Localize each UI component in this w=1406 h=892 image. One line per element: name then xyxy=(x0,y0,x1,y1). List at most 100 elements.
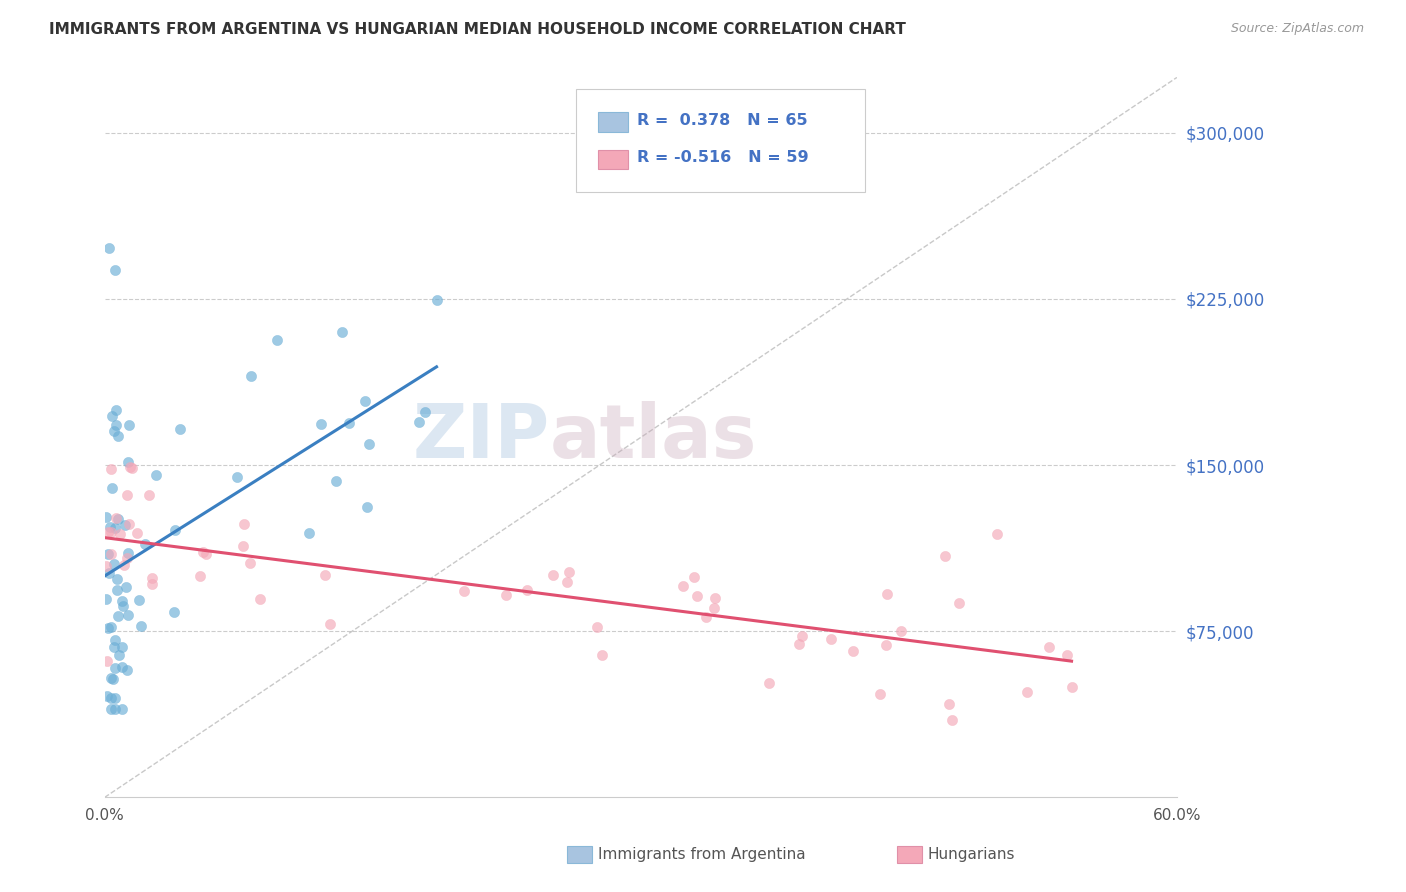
Point xyxy=(96,689,118,703)
Point xyxy=(97,524,120,539)
Point xyxy=(96,559,118,574)
Point xyxy=(94,509,117,524)
Point xyxy=(105,417,128,432)
Point xyxy=(98,520,121,534)
Point xyxy=(103,640,125,654)
Point xyxy=(353,394,375,409)
Point xyxy=(298,526,321,541)
Point xyxy=(117,418,139,433)
Point xyxy=(695,610,717,624)
Point xyxy=(104,510,127,524)
Point xyxy=(586,619,609,633)
Point xyxy=(495,588,517,602)
Point xyxy=(104,521,127,535)
Point xyxy=(114,517,136,532)
Text: R = -0.516   N = 59: R = -0.516 N = 59 xyxy=(637,151,808,165)
Point xyxy=(107,608,129,623)
Point xyxy=(188,569,211,583)
Point xyxy=(787,637,810,651)
Text: atlas: atlas xyxy=(550,401,756,474)
Point xyxy=(314,568,336,582)
Point xyxy=(191,545,214,559)
Point xyxy=(311,417,333,431)
Text: IMMIGRANTS FROM ARGENTINA VS HUNGARIAN MEDIAN HOUSEHOLD INCOME CORRELATION CHART: IMMIGRANTS FROM ARGENTINA VS HUNGARIAN M… xyxy=(49,22,905,37)
Point xyxy=(129,619,152,633)
Point xyxy=(141,576,163,591)
Point xyxy=(107,429,129,443)
Point xyxy=(162,605,184,619)
Point xyxy=(591,648,613,662)
Point xyxy=(1038,640,1060,655)
Point xyxy=(875,638,897,652)
Point xyxy=(108,648,131,662)
Point xyxy=(100,461,122,475)
Point xyxy=(141,571,163,585)
Point xyxy=(105,572,128,586)
Point xyxy=(948,596,970,610)
Point xyxy=(239,556,262,570)
Point xyxy=(425,293,447,307)
Point xyxy=(104,702,127,716)
Point xyxy=(115,488,138,502)
Point xyxy=(841,644,863,658)
Point xyxy=(97,547,120,561)
Point xyxy=(820,632,842,646)
Point xyxy=(145,467,167,482)
Point xyxy=(232,539,254,553)
Point xyxy=(104,690,127,705)
Point xyxy=(558,565,581,579)
Point xyxy=(117,663,139,677)
Point xyxy=(1060,680,1083,694)
Point xyxy=(232,517,254,532)
Point xyxy=(266,334,288,348)
Point xyxy=(682,570,704,584)
Point xyxy=(541,568,564,582)
Point xyxy=(103,263,125,277)
Point xyxy=(1015,685,1038,699)
Point xyxy=(104,632,127,647)
Point xyxy=(792,629,814,643)
Point xyxy=(703,591,725,606)
Point xyxy=(890,624,912,639)
Point xyxy=(453,584,475,599)
Point xyxy=(758,676,780,690)
Point xyxy=(239,369,262,384)
Point xyxy=(318,616,340,631)
Point xyxy=(357,437,380,451)
Point xyxy=(111,593,134,607)
Point xyxy=(108,527,131,541)
Point xyxy=(938,698,960,712)
Point xyxy=(876,587,898,601)
Point xyxy=(111,640,134,654)
Point xyxy=(686,589,709,603)
Point xyxy=(100,671,122,685)
Point xyxy=(98,566,121,580)
Point xyxy=(941,713,963,727)
Point xyxy=(96,592,118,607)
Point xyxy=(226,470,249,484)
Point xyxy=(105,583,128,598)
Point xyxy=(96,654,118,668)
Point xyxy=(555,574,578,589)
Point xyxy=(703,600,725,615)
Text: Source: ZipAtlas.com: Source: ZipAtlas.com xyxy=(1230,22,1364,36)
Point xyxy=(134,537,156,551)
Point xyxy=(100,702,122,716)
Point xyxy=(169,422,191,436)
Point xyxy=(986,526,1008,541)
Point xyxy=(672,579,695,593)
Point xyxy=(97,621,120,635)
Point xyxy=(103,557,125,571)
Point xyxy=(1056,648,1078,662)
Point xyxy=(100,524,122,539)
Point xyxy=(165,524,187,538)
Text: ZIP: ZIP xyxy=(412,401,550,474)
Point xyxy=(111,702,134,716)
Text: Hungarians: Hungarians xyxy=(928,847,1015,862)
Point xyxy=(100,620,122,634)
Point xyxy=(121,461,143,475)
Point xyxy=(249,591,271,606)
Point xyxy=(98,241,121,255)
Point xyxy=(103,424,125,438)
Point xyxy=(117,607,139,622)
